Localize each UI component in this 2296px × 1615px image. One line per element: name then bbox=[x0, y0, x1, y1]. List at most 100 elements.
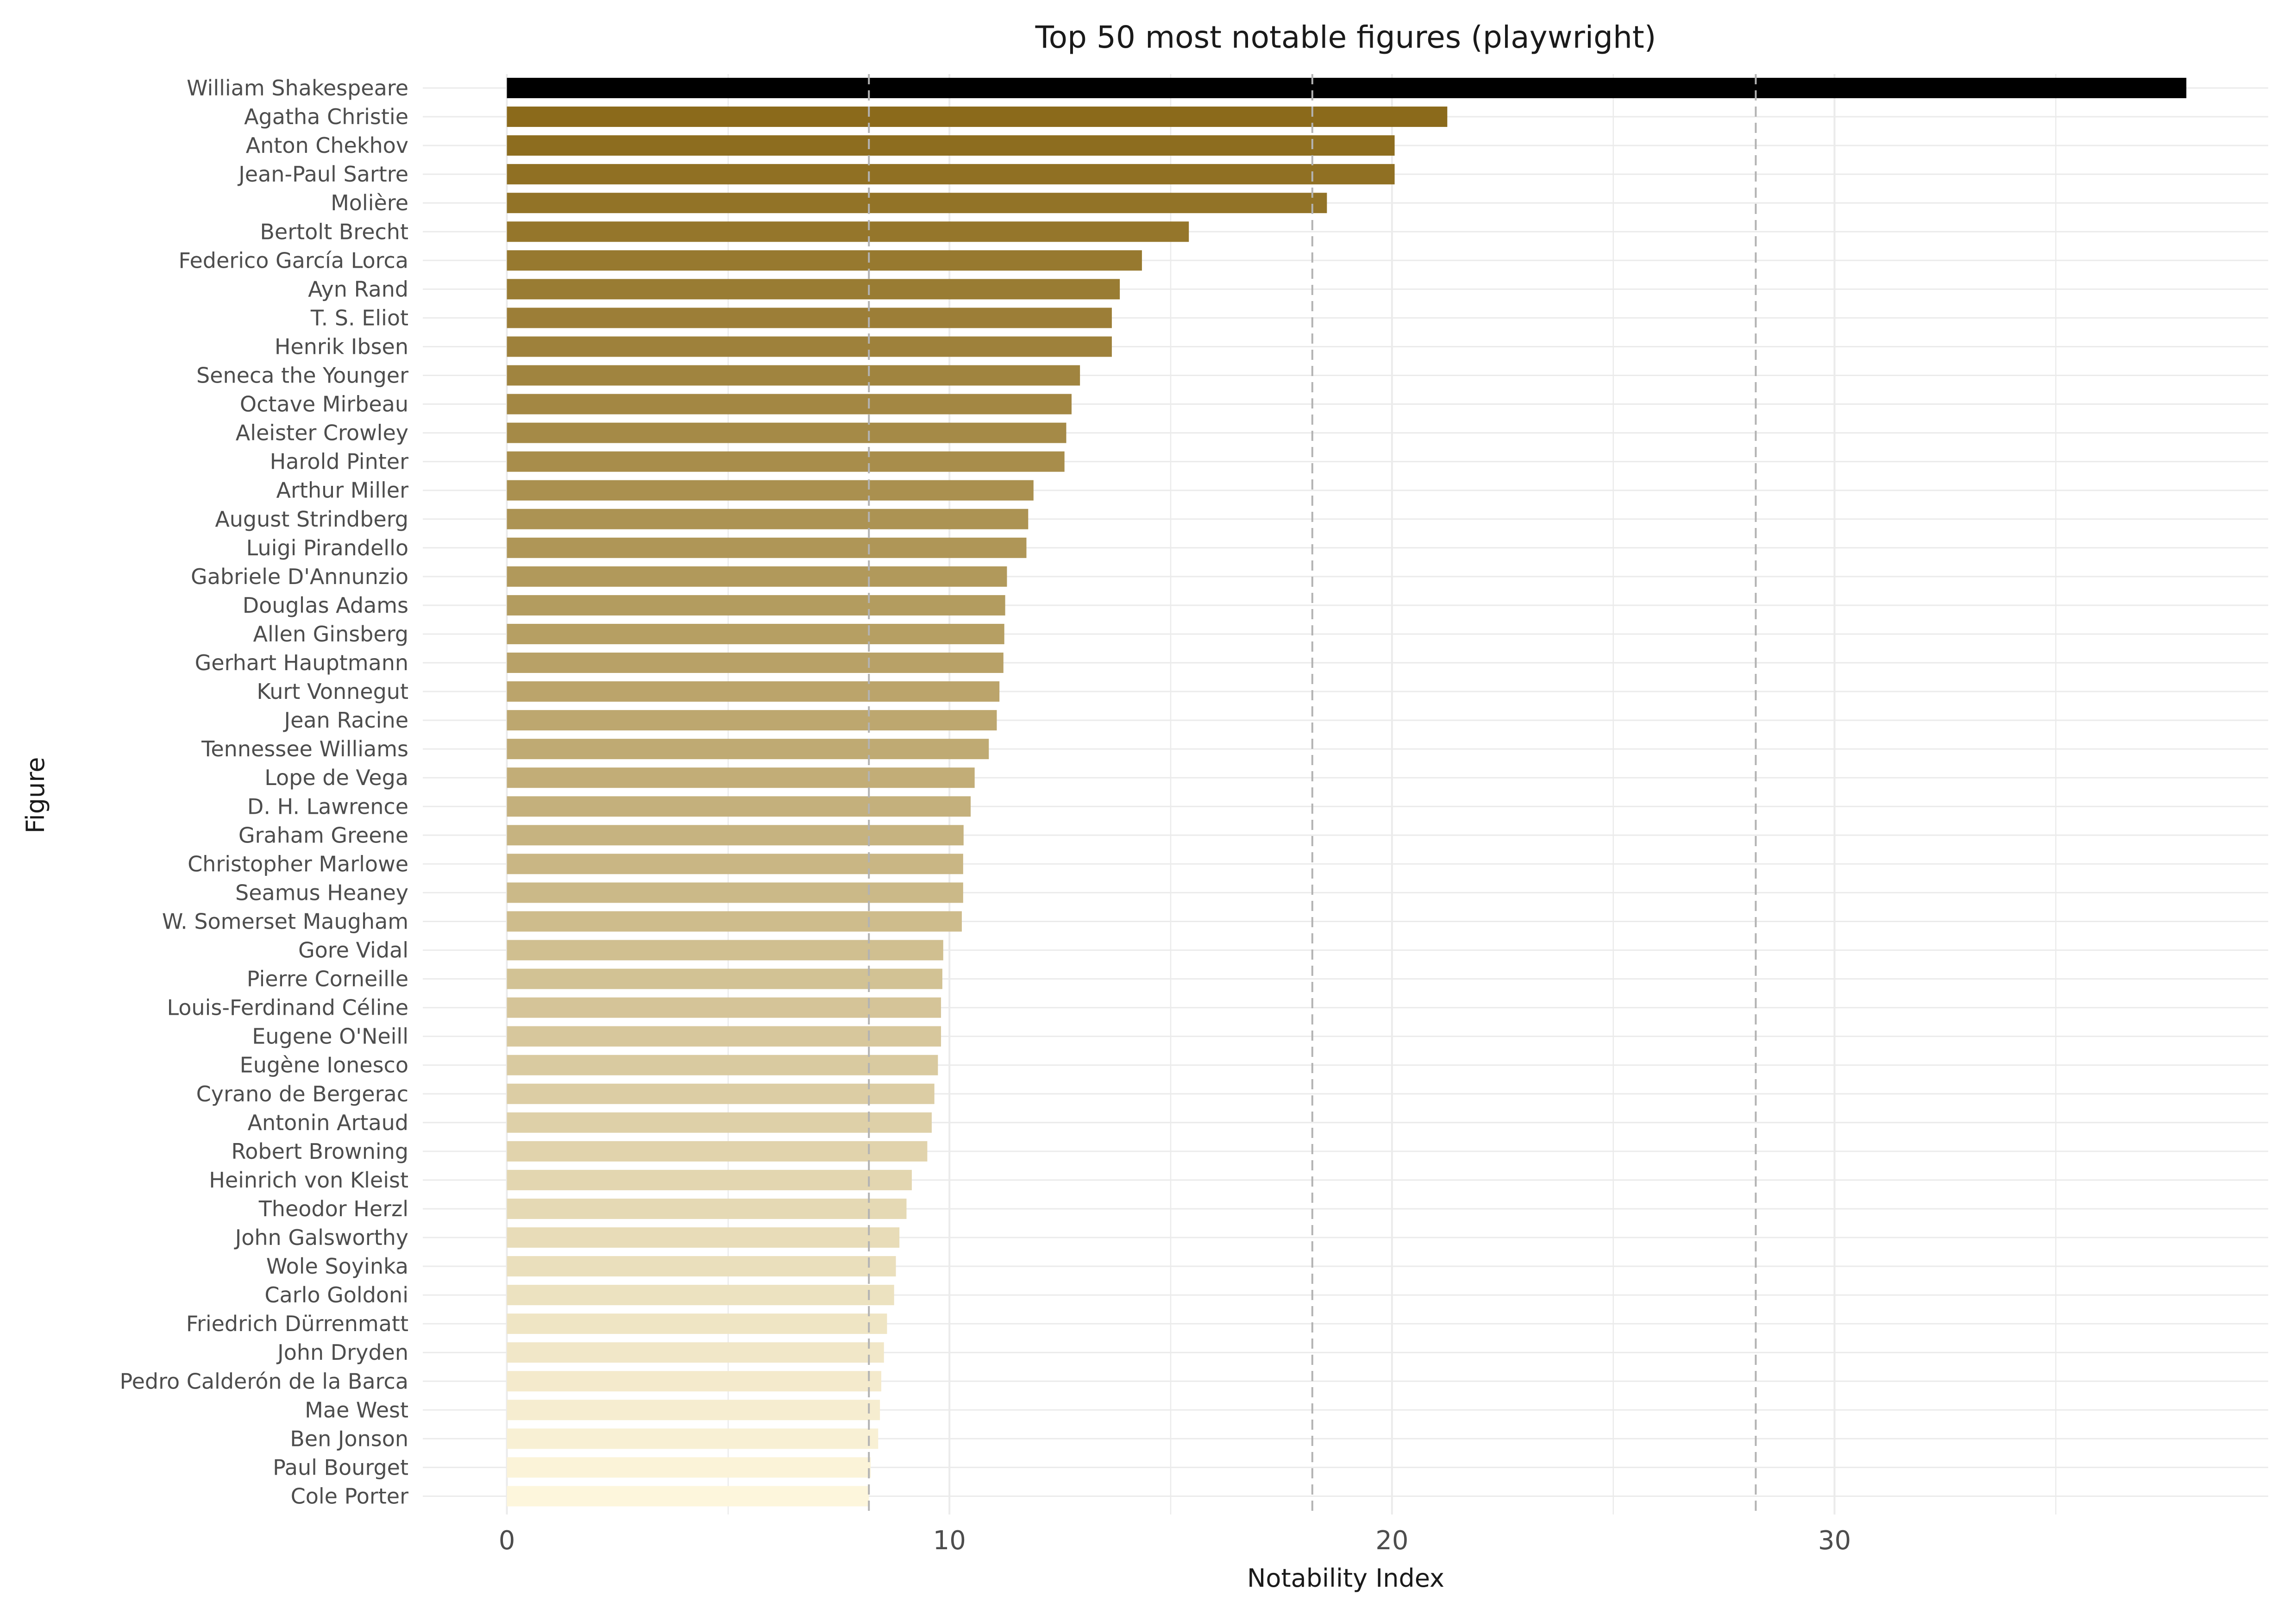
category-label: Gore Vidal bbox=[298, 938, 408, 963]
category-label: Tennessee Williams bbox=[201, 736, 408, 761]
bar bbox=[507, 1141, 928, 1162]
category-label: Pierre Corneille bbox=[247, 967, 408, 992]
bar bbox=[507, 566, 1007, 587]
bar bbox=[507, 710, 997, 731]
bar bbox=[507, 537, 1027, 558]
bar bbox=[507, 279, 1120, 300]
category-label: Jean-Paul Sartre bbox=[237, 162, 408, 187]
bar bbox=[507, 940, 943, 961]
bar bbox=[507, 767, 975, 788]
chart-title: Top 50 most notable figures (playwright) bbox=[1035, 19, 1656, 55]
bar bbox=[507, 1371, 882, 1392]
bar bbox=[507, 681, 1000, 702]
category-label: Aleister Crowley bbox=[236, 421, 408, 446]
category-label: D. H. Lawrence bbox=[247, 794, 408, 819]
category-label: T. S. Eliot bbox=[310, 305, 408, 330]
bar bbox=[507, 336, 1112, 357]
category-label: Molière bbox=[331, 190, 408, 215]
bar bbox=[507, 394, 1072, 415]
category-label: Eugène Ionesco bbox=[240, 1053, 408, 1078]
bar bbox=[507, 595, 1005, 616]
bar bbox=[507, 653, 1004, 673]
category-label: Theodor Herzl bbox=[258, 1196, 408, 1221]
category-label: Henrik Ibsen bbox=[275, 334, 408, 359]
category-label: Paul Bourget bbox=[273, 1455, 408, 1480]
bar bbox=[507, 193, 1327, 214]
category-label: Gabriele D'Annunzio bbox=[191, 564, 408, 589]
bar bbox=[507, 107, 1448, 127]
category-labels: William Shakespeare Agatha Christie Anton … bbox=[119, 75, 408, 1508]
bar bbox=[507, 1169, 912, 1190]
category-label: Mae West bbox=[305, 1397, 408, 1422]
x-tick-label: 0 bbox=[499, 1526, 515, 1556]
bar bbox=[507, 221, 1189, 242]
bar bbox=[507, 509, 1029, 529]
bar bbox=[507, 164, 1395, 185]
x-tick-labels: 0 10 20 30 bbox=[499, 1526, 1851, 1556]
bar bbox=[507, 854, 963, 874]
bar bbox=[507, 1083, 935, 1104]
category-label: Heinrich von Kleist bbox=[209, 1168, 408, 1193]
bar bbox=[507, 1198, 907, 1219]
bar bbox=[507, 451, 1065, 472]
bar bbox=[507, 365, 1080, 386]
bar bbox=[507, 422, 1066, 443]
bar bbox=[507, 1055, 938, 1075]
bar bbox=[507, 135, 1395, 156]
category-label: John Dryden bbox=[276, 1340, 408, 1365]
category-label: Kurt Vonnegut bbox=[257, 679, 408, 704]
category-label: Luigi Pirandello bbox=[246, 535, 408, 560]
category-label: John Galsworthy bbox=[234, 1225, 408, 1250]
x-tick-label: 20 bbox=[1375, 1526, 1408, 1556]
x-tick-label: 10 bbox=[933, 1526, 966, 1556]
category-label: Friedrich Dürrenmatt bbox=[186, 1311, 408, 1336]
bar bbox=[507, 739, 989, 760]
category-label: Eugene O'Neill bbox=[252, 1024, 408, 1049]
bar bbox=[507, 1112, 932, 1133]
category-label: Allen Ginsberg bbox=[253, 622, 408, 647]
bar bbox=[507, 796, 971, 817]
category-label: Seneca the Younger bbox=[196, 363, 408, 388]
bar bbox=[507, 308, 1112, 328]
category-label: Gerhart Hauptmann bbox=[195, 650, 408, 675]
category-label: Seamus Heaney bbox=[235, 880, 408, 905]
category-label: Louis-Ferdinand Céline bbox=[167, 995, 408, 1020]
bar bbox=[507, 968, 942, 989]
category-label: Harold Pinter bbox=[270, 449, 408, 474]
bar bbox=[507, 882, 963, 903]
bar bbox=[507, 1256, 896, 1277]
category-label: Anton Chekhov bbox=[246, 133, 408, 158]
category-label: Antonin Artaud bbox=[248, 1110, 408, 1135]
category-label: Lope de Vega bbox=[264, 765, 408, 790]
x-tick-label: 30 bbox=[1818, 1526, 1851, 1556]
bar bbox=[507, 1313, 887, 1334]
bar bbox=[507, 623, 1004, 644]
bar bbox=[507, 1026, 941, 1047]
bar bbox=[507, 1285, 894, 1306]
category-label: Ben Jonson bbox=[290, 1426, 408, 1451]
category-label: Bertolt Brecht bbox=[260, 219, 408, 244]
category-label: Christopher Marlowe bbox=[188, 851, 408, 876]
bar bbox=[507, 997, 941, 1018]
bar bbox=[507, 1457, 871, 1478]
category-label: Douglas Adams bbox=[243, 593, 408, 618]
category-label: August Strindberg bbox=[215, 507, 408, 532]
category-label: Pedro Calderón de la Barca bbox=[119, 1369, 408, 1394]
category-label: Robert Browning bbox=[231, 1139, 408, 1164]
category-label: Arthur Miller bbox=[276, 478, 408, 503]
y-axis-title: Figure bbox=[21, 757, 50, 834]
bar bbox=[507, 480, 1034, 501]
category-label: Octave Mirbeau bbox=[240, 392, 408, 417]
category-label: Cole Porter bbox=[291, 1483, 408, 1508]
bars-layer bbox=[507, 78, 2187, 1507]
category-label: Federico García Lorca bbox=[179, 248, 408, 273]
x-axis-title: Notability Index bbox=[1247, 1564, 1444, 1593]
bar bbox=[507, 250, 1142, 271]
bar bbox=[507, 78, 2187, 98]
category-label: William Shakespeare bbox=[187, 75, 408, 101]
bar bbox=[507, 1486, 869, 1507]
bar bbox=[507, 1342, 884, 1363]
reference-lines-layer bbox=[868, 74, 1757, 1514]
category-label: Agatha Christie bbox=[244, 104, 408, 129]
